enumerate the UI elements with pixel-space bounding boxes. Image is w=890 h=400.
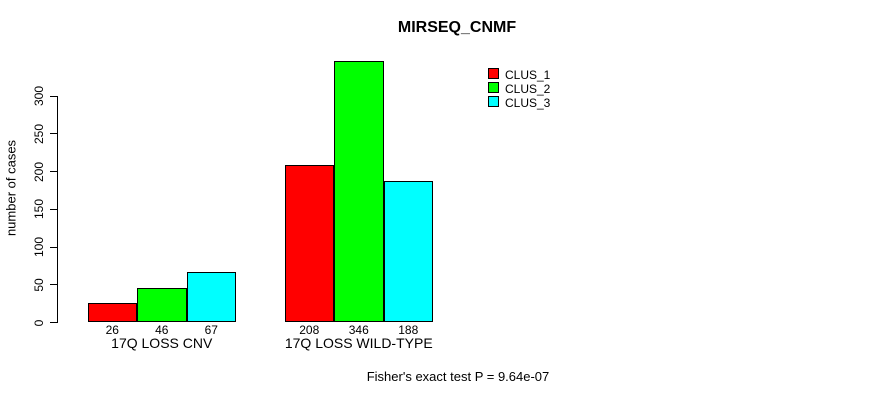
legend-label-clus_1: CLUS_1 [505,67,551,82]
bar-value-label: 208 [299,322,320,337]
y-axis-tick [50,171,57,172]
y-axis-tick [50,322,57,323]
y-axis-tick-label: 250 [32,123,46,144]
legend-swatch-clus_3 [488,95,499,107]
y-axis-tick-label: 50 [32,278,46,292]
y-axis-tick-label: 150 [32,199,46,220]
y-axis-label: number of cases [3,139,19,237]
y-axis-tick [50,95,57,97]
y-axis-tick-label: 200 [32,161,46,182]
bar-value-label: 67 [204,322,218,337]
legend-label-clus_2: CLUS_2 [505,81,551,96]
category-label: 17Q LOSS WILD-TYPE [284,335,433,351]
y-axis-tick [50,208,57,210]
bar-clus_1-1 [87,302,137,323]
legend-label-clus_3: CLUS_3 [505,95,551,110]
bar-value-label: 26 [105,322,119,337]
legend-swatch-clus_2 [488,81,499,93]
pvalue-annotation: Fisher's exact test P = 9.64e-07 [366,369,550,384]
bar-value-label: 346 [348,322,369,337]
bar-value-label: 188 [398,322,419,337]
y-axis-tick [50,284,57,286]
y-axis-tick-label: 100 [32,236,46,258]
bar-clus_2-2 [334,61,384,323]
bar-value-label: 46 [155,322,169,337]
category-label: 17Q LOSS CNV [111,335,213,351]
chart-title: MIRSEQ_CNMF [397,19,517,36]
bar-clus_2-1 [137,287,187,323]
y-axis-line [57,96,58,323]
bar-clus_3-2 [383,180,433,323]
bar-clus_1-2 [284,165,334,323]
bar-clus_3-1 [186,271,236,323]
y-axis-tick-label: 0 [32,319,46,326]
y-axis-tick-label: 300 [32,85,46,107]
y-axis-tick [50,246,57,248]
legend-swatch-clus_1 [488,67,499,79]
y-axis-tick [50,133,57,135]
